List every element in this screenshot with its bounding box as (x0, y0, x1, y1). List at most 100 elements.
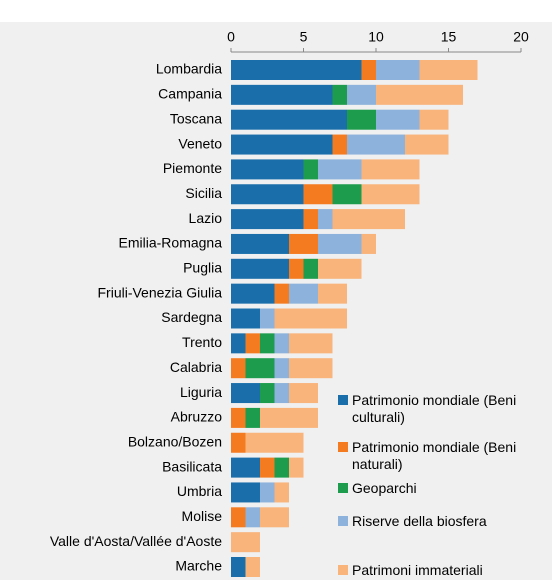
bar-segment (318, 209, 333, 230)
bar-segment (332, 84, 347, 105)
bar-segment (231, 457, 260, 478)
x-tick-label: 10 (368, 29, 384, 45)
category-label: Calabria (170, 359, 222, 375)
legend-item: Patrimonio mondiale (Beni naturali) (338, 439, 550, 473)
legend-swatch (338, 442, 348, 452)
bar-segment (318, 258, 362, 279)
bar-segment (231, 233, 289, 254)
bar-segment (376, 60, 420, 80)
bar-segment (231, 84, 333, 105)
bar-segment (231, 358, 246, 379)
category-label: Emilia-Romagna (119, 235, 223, 251)
bar-segment (405, 134, 449, 155)
category-label: Molise (182, 508, 223, 524)
bar-segment (245, 407, 260, 428)
bar-segment (274, 457, 289, 478)
bar-segment (332, 209, 405, 230)
legend-swatch (338, 516, 348, 526)
category-label: Marche (175, 558, 222, 574)
bar-segment (361, 233, 376, 254)
bar-segment (274, 482, 289, 503)
bar-segment (289, 457, 304, 478)
category-label: Liguria (180, 384, 222, 400)
bar-segment (260, 507, 289, 528)
category-label: Lazio (189, 210, 223, 226)
category-label: Trento (182, 334, 222, 350)
category-label: Friuli-Venezia Giulia (98, 284, 223, 300)
legend-label: Riserve della biosfera (352, 513, 487, 529)
bar-segment (274, 383, 289, 404)
bar-segment (289, 383, 318, 404)
category-label: Campania (158, 86, 222, 102)
top-band (0, 0, 552, 22)
legend-item: Riserve della biosfera (338, 513, 550, 530)
bar-segment (231, 209, 304, 230)
bar-segment (231, 407, 246, 428)
bar-segment (332, 134, 347, 155)
bar-segment (231, 308, 260, 329)
bar-segment (289, 258, 304, 279)
bar-segment (274, 283, 289, 304)
bar-segment (419, 109, 449, 130)
bar-segment (332, 184, 362, 205)
category-label: Valle d'Aosta/Vallée d'Aoste (50, 533, 222, 549)
bar-segment (318, 283, 347, 304)
bar-segment (289, 283, 318, 304)
bar-segment (245, 557, 260, 577)
bar-segment (231, 557, 246, 577)
bar-segment (347, 134, 405, 155)
category-label: Sicilia (185, 185, 222, 201)
bar-segment (231, 134, 333, 155)
legend-swatch (338, 395, 348, 405)
bar-segment (231, 60, 362, 80)
legend-item: Patrimoni immateriali (338, 562, 550, 579)
bar-segment (376, 84, 463, 105)
category-label: Puglia (183, 260, 222, 276)
bar-segment (347, 84, 376, 105)
legend-label: Geoparchi (352, 480, 417, 496)
bar-segment (361, 60, 376, 80)
category-label: Bolzano/Bozen (128, 433, 222, 449)
x-tick-label: 0 (227, 29, 235, 45)
bar-segment (347, 109, 376, 130)
bar-segment (303, 184, 333, 205)
bar-segment (245, 333, 260, 354)
bar-segment (289, 333, 333, 354)
bar-segment (260, 308, 275, 329)
x-tick-label: 20 (513, 29, 529, 45)
bar-segment (274, 333, 289, 354)
legend-item: Patrimonio mondiale (Beni culturali) (338, 392, 550, 426)
legend-label: Patrimoni immateriali (352, 562, 483, 578)
category-label: Toscana (170, 110, 222, 126)
bar-segment (303, 159, 318, 180)
bar-segment (274, 358, 289, 379)
bar-segment (361, 184, 420, 205)
category-label: Basilicata (162, 458, 222, 474)
bar-segment (260, 457, 275, 478)
bar-segment (231, 532, 260, 553)
category-label: Umbria (177, 483, 222, 499)
bar-segment (318, 159, 362, 180)
bar-segment (245, 432, 304, 453)
bar-segment (274, 308, 347, 329)
bar-segment (260, 333, 275, 354)
legend-item: Geoparchi (338, 480, 550, 497)
bar-segment (245, 358, 275, 379)
x-tick-label: 15 (441, 29, 457, 45)
bar-segment (260, 407, 318, 428)
bar-segment (231, 383, 260, 404)
x-tick-label: 5 (300, 29, 308, 45)
category-label: Lombardia (156, 61, 222, 77)
bar-segment (260, 383, 275, 404)
bar-segment (231, 333, 246, 354)
legend-swatch (338, 483, 348, 493)
bar-segment (231, 507, 246, 528)
bar-segment (303, 258, 318, 279)
bar-segment (231, 283, 275, 304)
legend-swatch (338, 565, 348, 575)
bar-segment (231, 184, 304, 205)
category-label: Veneto (178, 135, 222, 151)
category-label: Piemonte (163, 160, 222, 176)
